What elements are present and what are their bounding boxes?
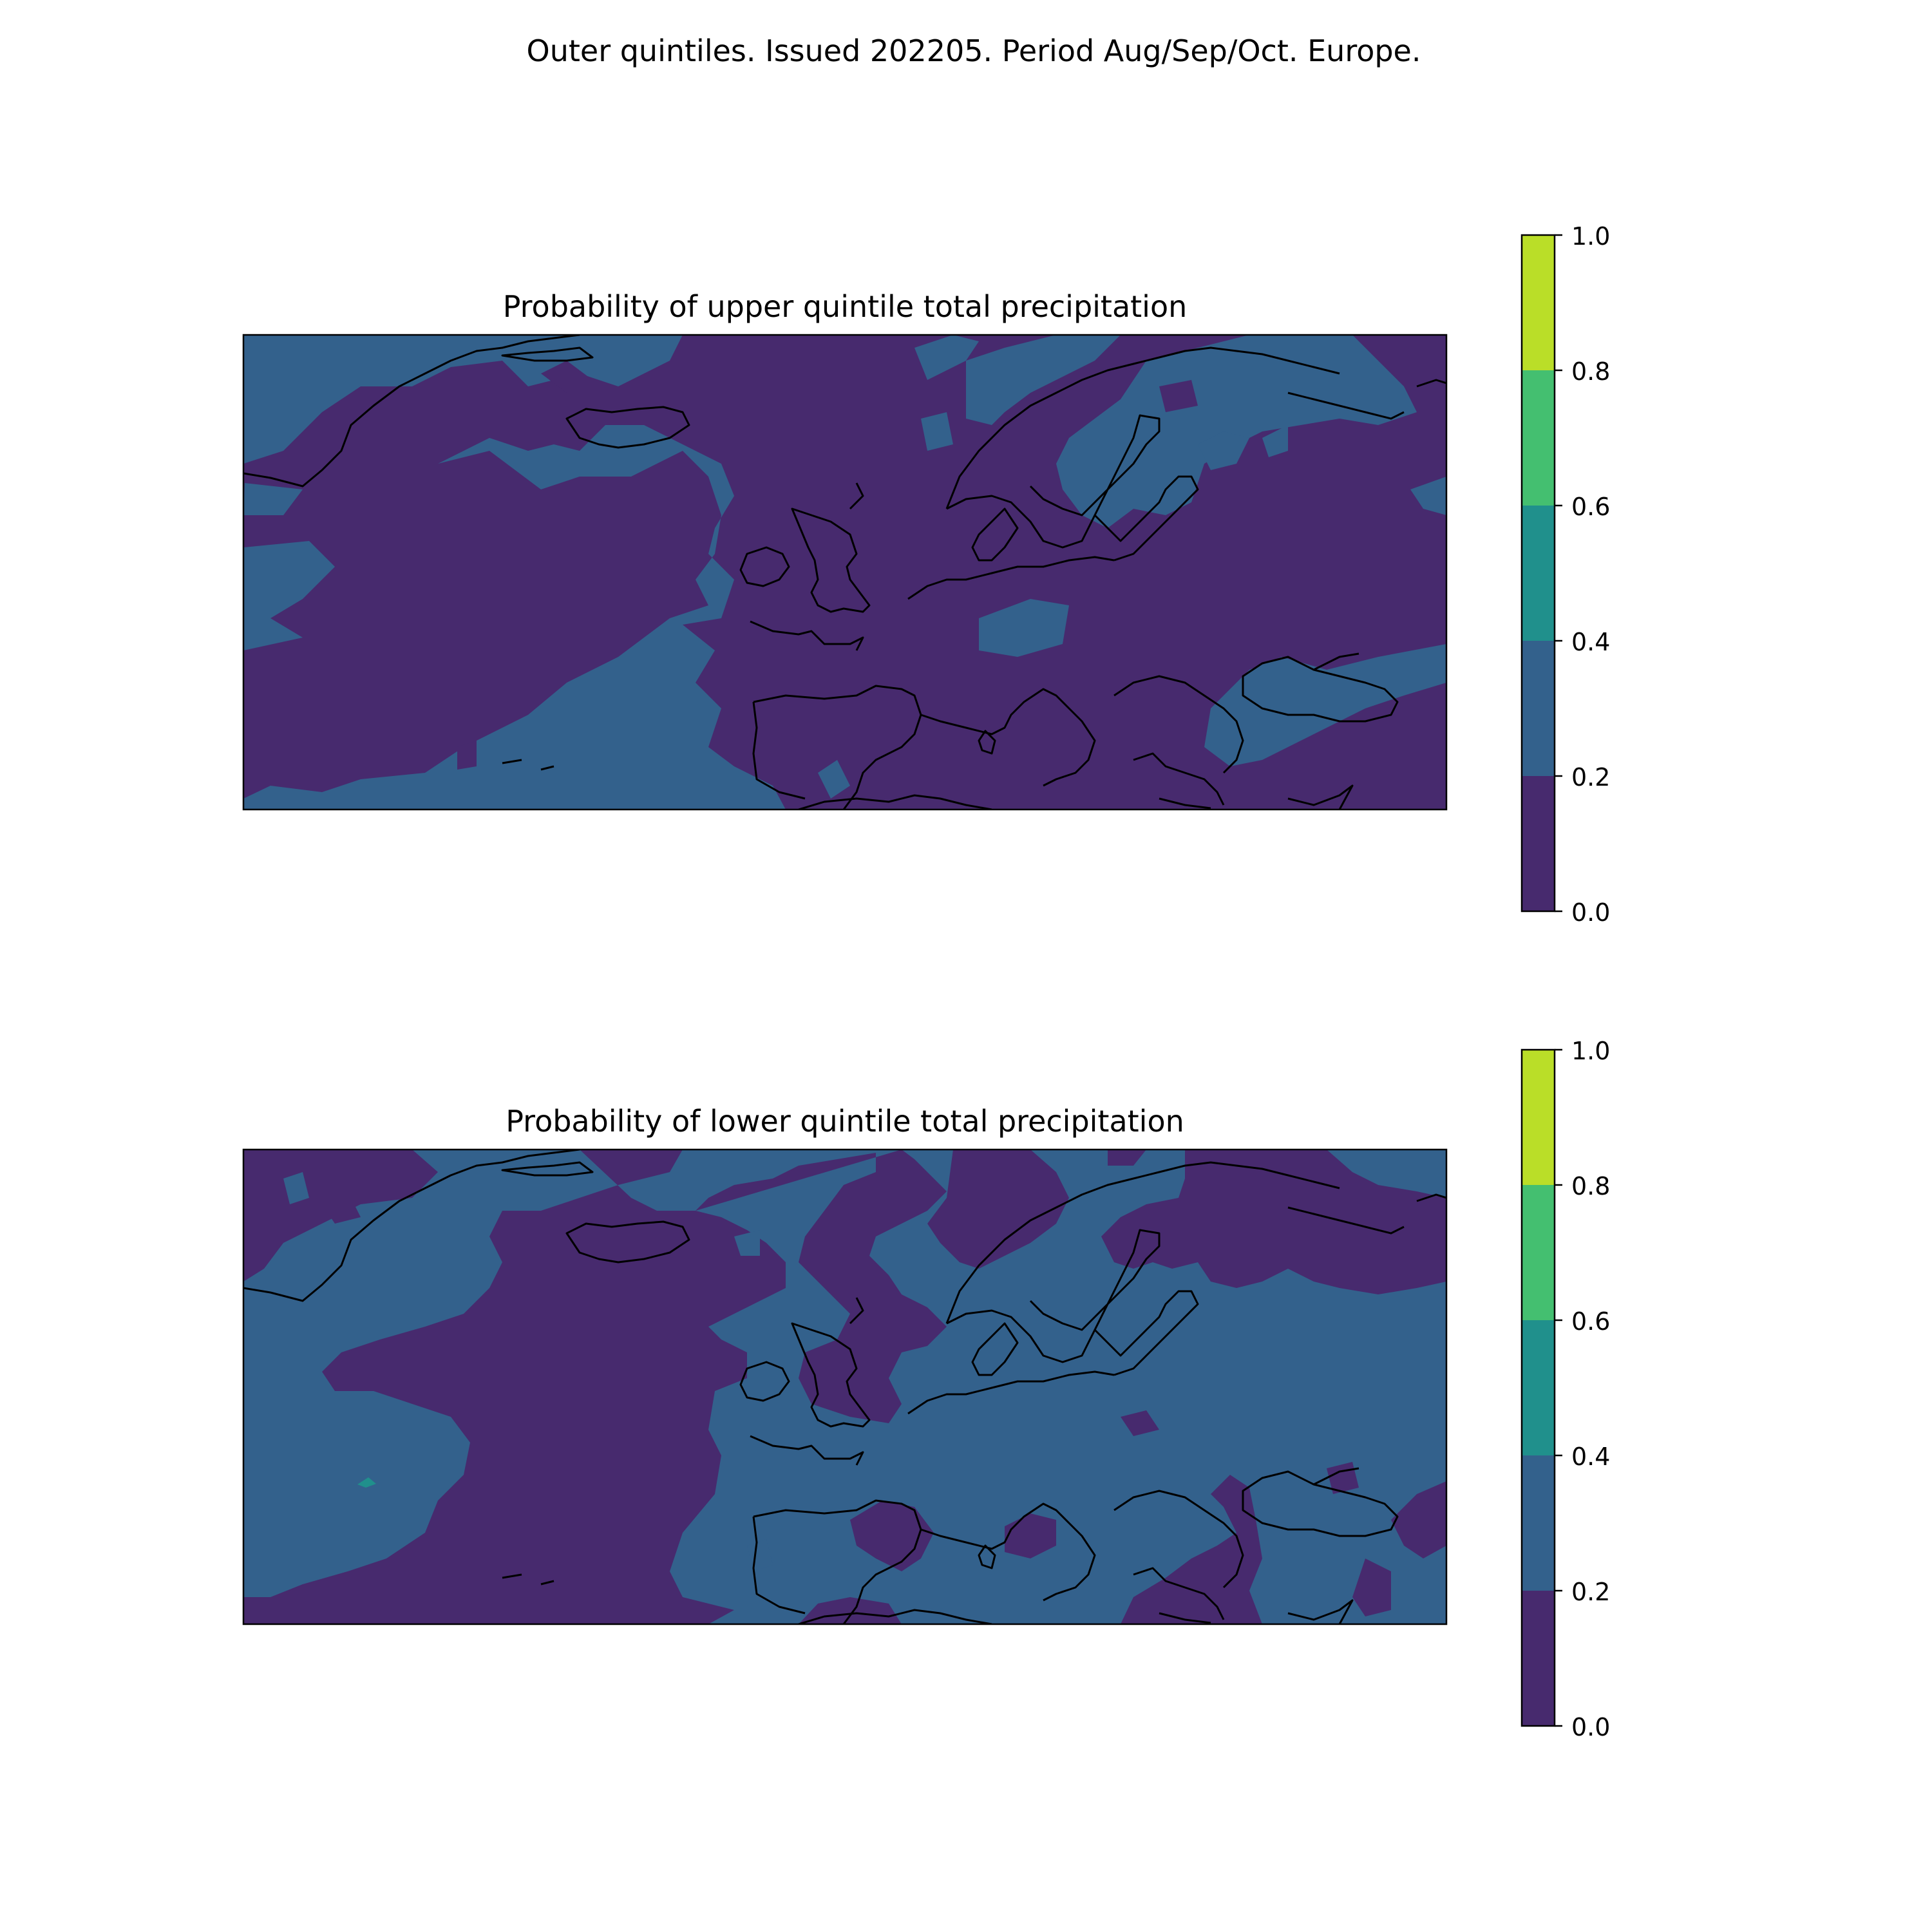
colorbar-upper-tick-label: 0.6 xyxy=(1571,493,1610,521)
colorbar-lower-tick-label: 1.0 xyxy=(1571,1037,1610,1065)
colorbar-lower-tick-label: 0.0 xyxy=(1571,1713,1610,1741)
map-upper-class-02-04 xyxy=(243,335,1446,810)
panel-title-lower: Probability of lower quintile total prec… xyxy=(506,1104,1184,1139)
colorbar-lower-ticks xyxy=(1555,1048,1562,1727)
colorbar-upper-ticks xyxy=(1555,234,1562,913)
colorbar-lower-swatch-3 xyxy=(1522,1185,1555,1320)
map-lower-coastlines xyxy=(243,1150,1446,1624)
map-lower-class-00-02 xyxy=(243,1150,1446,1624)
map-lower-teal-spot xyxy=(357,1477,376,1488)
figure-suptitle: Outer quintiles. Issued 202205. Period A… xyxy=(527,33,1421,68)
colorbar-lower-swatch-2 xyxy=(1522,1320,1555,1455)
colorbar-upper-tick-label: 0.4 xyxy=(1571,628,1610,656)
colorbar-lower: 0.0 0.2 0.4 0.6 0.8 1.0 xyxy=(1520,1037,1610,1741)
map-panel-upper: Probability of upper quintile total prec… xyxy=(242,289,1448,811)
map-lower-field xyxy=(243,1150,1446,1624)
colorbar-upper-tick-label: 0.8 xyxy=(1571,357,1610,386)
colorbar-upper-swatches xyxy=(1522,235,1555,911)
map-upper-field xyxy=(243,335,1446,810)
colorbar-upper-tick-label: 0.2 xyxy=(1571,763,1610,791)
colorbar-upper-swatch-1 xyxy=(1522,641,1555,776)
colorbar-lower-tick-label: 0.4 xyxy=(1571,1443,1610,1471)
map-panel-lower: Probability of lower quintile total prec… xyxy=(242,1104,1448,1625)
colorbar-lower-swatch-4 xyxy=(1522,1050,1555,1185)
map-upper-coastlines xyxy=(243,335,1446,810)
map-upper-frame xyxy=(242,334,1448,811)
colorbar-lower-frame xyxy=(1520,1048,1556,1727)
colorbar-lower-tick-label: 0.8 xyxy=(1571,1172,1610,1200)
colorbar-lower-tick-label: 0.2 xyxy=(1571,1578,1610,1606)
panel-title-upper: Probability of upper quintile total prec… xyxy=(503,289,1188,324)
map-lower-frame xyxy=(242,1148,1448,1625)
colorbar-upper-swatch-0 xyxy=(1522,776,1555,911)
colorbar-upper-swatch-2 xyxy=(1522,506,1555,641)
colorbar-upper-frame xyxy=(1520,234,1556,913)
colorbar-lower-tick-label: 0.6 xyxy=(1571,1307,1610,1336)
colorbar-upper-tick-label: 1.0 xyxy=(1571,222,1610,251)
colorbar-upper-swatch-4 xyxy=(1522,235,1555,370)
colorbar-upper: 0.0 0.2 0.4 0.6 0.8 1.0 xyxy=(1520,222,1610,927)
colorbar-upper-swatch-3 xyxy=(1522,370,1555,506)
colorbar-lower-swatches xyxy=(1522,1050,1555,1726)
colorbar-lower-swatch-1 xyxy=(1522,1455,1555,1591)
colorbar-lower-swatch-0 xyxy=(1522,1591,1555,1726)
map-upper-dark-blobs xyxy=(361,348,1198,770)
colorbar-upper-tick-label: 0.0 xyxy=(1571,898,1610,927)
